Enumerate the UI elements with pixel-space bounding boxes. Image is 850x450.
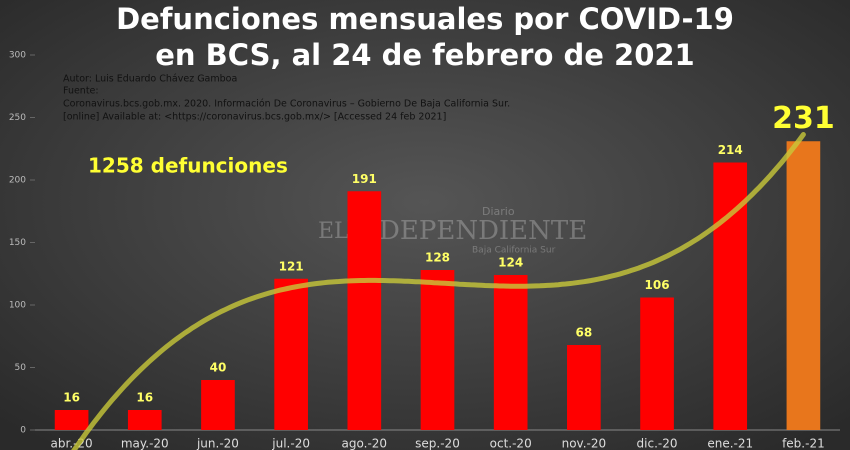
bar [54, 410, 89, 430]
bar [201, 380, 235, 430]
source: Coronavirus.bcs.gob.mx. 2020. Informació… [63, 99, 510, 110]
value-label: 128 [425, 251, 450, 265]
x-tick-label: dic.-20 [637, 437, 678, 450]
value-label: 16 [136, 391, 153, 405]
source: Fuente: [63, 86, 99, 97]
bar [640, 297, 674, 430]
x-tick-label: jul.-20 [271, 437, 310, 450]
y-tick-label: 200 [9, 176, 26, 186]
value-label: 191 [352, 172, 377, 186]
chart-title: en BCS, al 24 de febrero de 2021 [155, 38, 695, 72]
value-label: 68 [576, 326, 593, 340]
bar [274, 278, 308, 430]
watermark: Baja California Sur [472, 246, 556, 256]
x-tick-label: sep.-20 [415, 437, 460, 450]
value-label: 106 [645, 278, 670, 292]
x-tick-label: ene.-21 [707, 437, 753, 450]
y-tick-label: 0 [20, 426, 26, 436]
watermark: INDEPENDIENTE [346, 216, 587, 246]
source: [online] Available at: <https://coronavi… [63, 112, 446, 123]
bar [347, 191, 382, 430]
bar [493, 275, 528, 430]
x-tick-label: may.-20 [121, 437, 169, 450]
x-tick-label: oct.-20 [490, 437, 532, 450]
value-label: 124 [498, 256, 523, 270]
x-tick-label: ago.-20 [342, 437, 388, 450]
chart-title: Defunciones mensuales por COVID-19 [116, 2, 734, 36]
x-tick-label: jun.-20 [196, 437, 239, 450]
trend-line [71, 132, 806, 450]
value-label: 40 [210, 361, 227, 375]
x-tick-label: abr.-20 [50, 437, 92, 450]
y-tick-label: 250 [9, 113, 26, 123]
bar [127, 410, 162, 430]
bar [420, 270, 455, 430]
bar [567, 345, 601, 430]
y-tick-label: 50 [15, 363, 27, 373]
watermark: EL [318, 219, 349, 244]
value-label: 121 [279, 259, 304, 273]
bar [786, 141, 821, 430]
value-label: 231 [772, 101, 835, 136]
value-label: 214 [718, 143, 743, 157]
y-tick-label: 100 [9, 301, 26, 311]
y-tick-label: 150 [9, 238, 26, 248]
annotation: 1258 defunciones [88, 154, 288, 178]
x-tick-label: nov.-20 [562, 437, 607, 450]
x-tick-label: feb.-21 [782, 437, 825, 450]
watermark: Diario [482, 205, 515, 218]
value-label: 16 [63, 391, 80, 405]
y-tick-label: 300 [9, 51, 26, 61]
source: Autor: Luis Eduardo Chávez Gamboa [63, 74, 237, 85]
